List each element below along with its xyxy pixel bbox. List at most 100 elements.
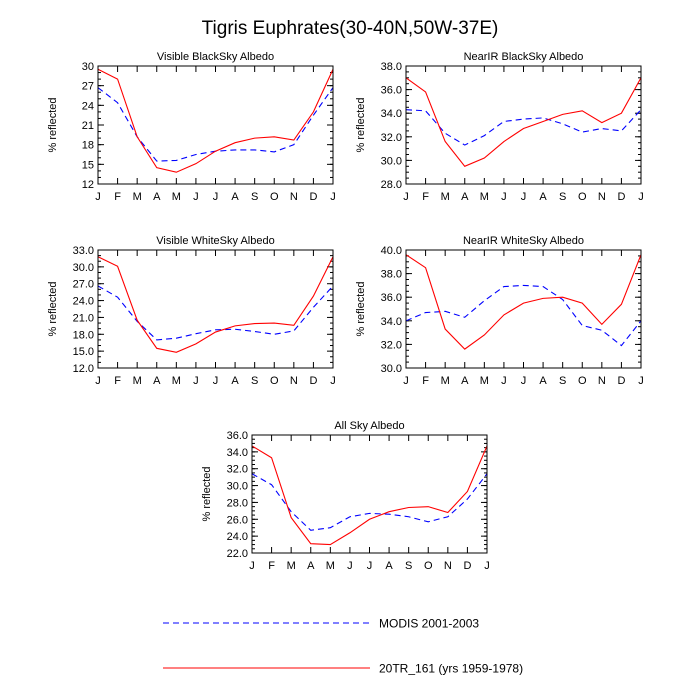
y-tick-label: 18.0	[73, 329, 94, 341]
panel-title: NearIR BlackSky Albedo	[464, 51, 584, 63]
x-tick-label: J	[638, 191, 644, 203]
x-tick-label: S	[251, 375, 258, 387]
x-tick-label: A	[307, 560, 315, 572]
panel-title: Visible BlackSky Albedo	[157, 51, 274, 63]
x-tick-label: J	[193, 191, 199, 203]
x-tick-label: A	[153, 375, 161, 387]
figure-title: Tigris Euphrates(30-40N,50W-37E)	[202, 18, 499, 39]
x-tick-label: M	[133, 375, 142, 387]
y-tick-label: 21	[82, 120, 94, 132]
x-tick-label: N	[290, 191, 298, 203]
x-tick-label: S	[405, 560, 412, 572]
x-tick-label: A	[461, 375, 469, 387]
legend-20tr-label: 20TR_161 (yrs 1959-1978)	[379, 662, 523, 676]
legend: MODIS 2001-2003 20TR_161 (yrs 1959-1978)	[163, 617, 523, 676]
y-tick-label: 38.0	[381, 61, 402, 73]
y-tick-label: 24	[82, 100, 94, 112]
y-tick-label: 30.0	[381, 155, 402, 167]
x-tick-label: J	[95, 375, 101, 387]
panel-5: All Sky Albedo % reflected 22.0 24.0 26.0 28.…	[201, 420, 490, 572]
series-line-tr	[406, 254, 641, 350]
series-line-modis	[252, 473, 487, 531]
x-tick-label: A	[385, 560, 393, 572]
x-tick-label: D	[617, 191, 625, 203]
panel-title: Visible WhiteSky Albedo	[156, 235, 274, 247]
x-tick-label: J	[403, 191, 409, 203]
y-tick-label: 12.0	[73, 363, 94, 375]
y-axis-label: % reflected	[355, 97, 367, 152]
y-tick-label: 30.0	[73, 262, 94, 274]
x-tick-label: N	[444, 560, 452, 572]
panel-4: NearIR WhiteSky Albedo % reflected 30.0 32.…	[355, 235, 644, 387]
y-tick-label: 33.0	[73, 245, 94, 257]
x-tick-label: J	[330, 375, 336, 387]
y-tick-label: 32.0	[227, 464, 248, 476]
x-tick-label: M	[133, 191, 142, 203]
series-line-modis	[406, 109, 641, 146]
x-tick-label: O	[270, 191, 279, 203]
x-tick-label: N	[598, 375, 606, 387]
series-line-modis	[406, 284, 641, 347]
x-tick-label: A	[461, 191, 469, 203]
x-tick-label: F	[422, 191, 429, 203]
x-tick-label: F	[422, 375, 429, 387]
panel-2: NearIR BlackSky Albedo % reflected 28.0 30.…	[355, 51, 644, 203]
y-tick-label: 24.0	[227, 531, 248, 543]
legend-modis-label: MODIS 2001-2003	[379, 617, 479, 631]
panel-title: All Sky Albedo	[334, 420, 404, 432]
y-tick-label: 26.0	[227, 514, 248, 526]
x-tick-label: A	[153, 191, 161, 203]
x-tick-label: N	[598, 191, 606, 203]
x-tick-label: M	[326, 560, 335, 572]
y-tick-label: 15.0	[73, 346, 94, 358]
panel-title: NearIR WhiteSky Albedo	[463, 235, 584, 247]
x-tick-label: J	[249, 560, 255, 572]
x-tick-label: S	[251, 191, 258, 203]
x-tick-label: O	[578, 191, 587, 203]
x-tick-label: A	[539, 375, 547, 387]
x-tick-label: D	[617, 375, 625, 387]
x-tick-label: N	[290, 375, 298, 387]
y-tick-label: 21.0	[73, 312, 94, 324]
y-tick-label: 22.0	[227, 548, 248, 560]
panel-1: Visible BlackSky Albedo % reflected 12 15 18…	[47, 51, 336, 203]
x-tick-label: J	[213, 375, 219, 387]
x-tick-label: M	[172, 191, 181, 203]
y-axis-label: % reflected	[201, 466, 213, 521]
x-tick-label: J	[213, 191, 219, 203]
series-line-tr	[98, 68, 333, 173]
y-tick-label: 40.0	[381, 245, 402, 257]
y-tick-label: 36.0	[381, 292, 402, 304]
x-tick-label: J	[484, 560, 490, 572]
series-line-tr	[98, 256, 333, 353]
panel-3: Visible WhiteSky Albedo % reflected 12.0 15…	[47, 235, 336, 387]
x-tick-label: J	[347, 560, 353, 572]
plot-frame	[97, 65, 334, 185]
x-tick-label: D	[463, 560, 471, 572]
x-tick-label: S	[559, 191, 566, 203]
x-tick-label: M	[441, 191, 450, 203]
x-tick-label: O	[578, 375, 587, 387]
y-tick-label: 18	[82, 140, 94, 152]
x-tick-label: A	[231, 375, 239, 387]
x-tick-label: J	[95, 191, 101, 203]
plot-frame	[97, 249, 334, 369]
x-tick-label: M	[287, 560, 296, 572]
y-axis-label: % reflected	[355, 281, 367, 336]
x-tick-label: M	[441, 375, 450, 387]
x-tick-label: O	[424, 560, 433, 572]
series-line-modis	[98, 285, 333, 341]
x-tick-label: J	[403, 375, 409, 387]
x-tick-label: J	[638, 375, 644, 387]
x-tick-label: M	[480, 375, 489, 387]
y-tick-label: 28.0	[227, 497, 248, 509]
x-tick-label: M	[480, 191, 489, 203]
y-tick-label: 12	[82, 179, 94, 191]
x-tick-label: J	[521, 191, 527, 203]
x-tick-label: O	[270, 375, 279, 387]
x-tick-label: F	[114, 375, 121, 387]
x-tick-label: J	[330, 191, 336, 203]
y-tick-label: 34.0	[381, 108, 402, 120]
x-tick-label: J	[501, 191, 507, 203]
plot-frame	[251, 434, 488, 554]
